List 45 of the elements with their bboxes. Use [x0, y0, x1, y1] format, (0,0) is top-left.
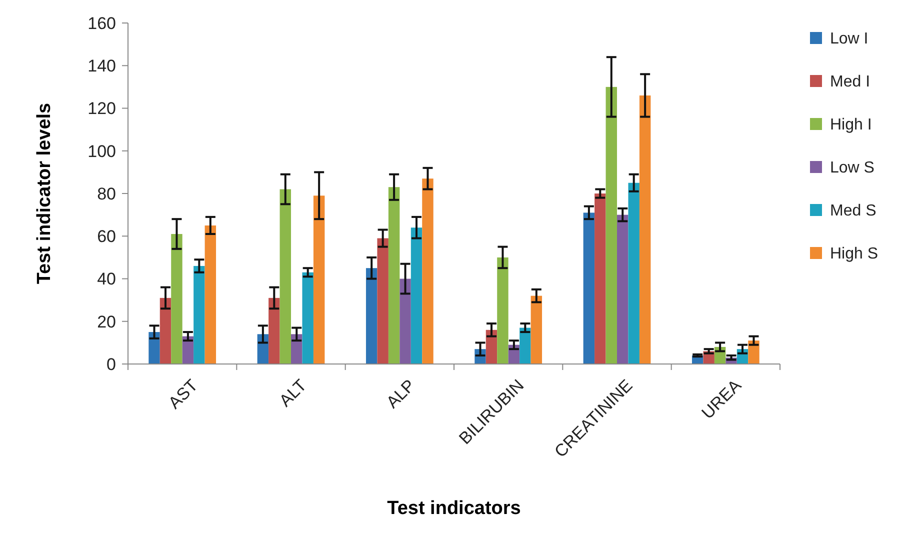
bar	[204, 225, 216, 364]
y-tick-label: 40	[97, 270, 116, 289]
bar	[268, 298, 280, 364]
bar	[617, 214, 628, 364]
legend-label: Med I	[830, 74, 870, 91]
bar	[171, 234, 182, 364]
legend-label: Low S	[830, 160, 874, 177]
y-tick-label: 20	[97, 312, 116, 332]
bar	[410, 228, 422, 364]
legend-label: High S	[830, 246, 878, 263]
bar	[313, 196, 325, 364]
bar	[148, 332, 160, 364]
legend-label: Med S	[830, 202, 876, 220]
bar	[486, 330, 498, 364]
legend-label: High I	[830, 116, 872, 134]
y-tick-label: 0	[106, 354, 116, 374]
y-tick-label: 160	[88, 14, 116, 33]
bar	[497, 257, 508, 364]
legend-label: Low I	[830, 30, 868, 48]
y-tick-label: 120	[88, 99, 116, 118]
bar	[182, 336, 194, 364]
bar	[639, 95, 651, 364]
bar	[291, 334, 302, 364]
bar	[628, 182, 640, 364]
bar	[530, 296, 542, 364]
y-tick-label: 100	[88, 142, 116, 161]
y-tick-label: 60	[97, 227, 116, 246]
bar	[520, 328, 531, 364]
bar	[422, 178, 434, 364]
bar	[583, 212, 595, 364]
bar	[280, 189, 291, 364]
bar	[194, 266, 205, 364]
x-axis-title: Test indicators	[387, 498, 521, 519]
bar	[388, 187, 400, 364]
bar	[160, 298, 172, 364]
y-tick-label: 140	[88, 56, 116, 76]
bar	[748, 340, 760, 364]
bar	[377, 238, 388, 364]
bar	[594, 194, 606, 364]
y-axis-title: Test indicator levels	[34, 102, 55, 284]
bar	[302, 272, 314, 364]
bar	[606, 86, 617, 364]
bar	[400, 278, 411, 364]
y-tick-label: 80	[97, 184, 116, 204]
bar	[366, 268, 378, 364]
